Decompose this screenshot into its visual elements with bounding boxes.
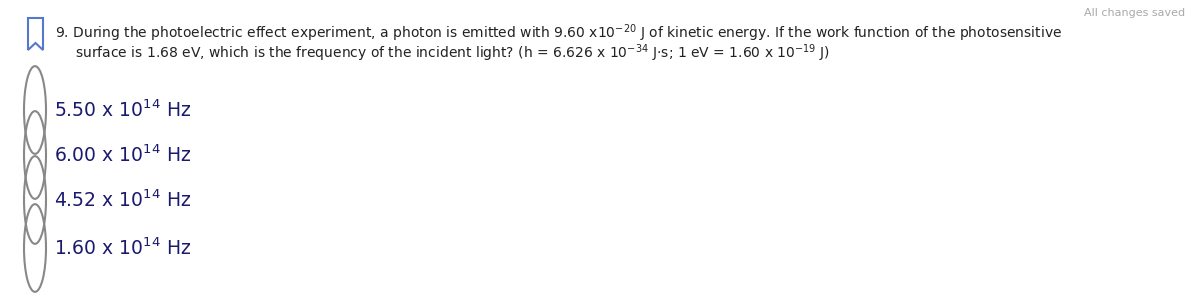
Text: 6.00 x 10$^{14}$ Hz: 6.00 x 10$^{14}$ Hz bbox=[54, 144, 191, 166]
Text: surface is 1.68 eV, which is the frequency of the incident light? (h = 6.626 x 1: surface is 1.68 eV, which is the frequen… bbox=[74, 42, 830, 64]
Text: All changes saved: All changes saved bbox=[1084, 8, 1186, 18]
Text: 1.60 x 10$^{14}$ Hz: 1.60 x 10$^{14}$ Hz bbox=[54, 237, 191, 259]
Text: 4.52 x 10$^{14}$ Hz: 4.52 x 10$^{14}$ Hz bbox=[54, 189, 191, 211]
Text: 9. During the photoelectric effect experiment, a photon is emitted with 9.60 x10: 9. During the photoelectric effect exper… bbox=[55, 22, 1062, 44]
Text: 5.50 x 10$^{14}$ Hz: 5.50 x 10$^{14}$ Hz bbox=[54, 99, 191, 121]
